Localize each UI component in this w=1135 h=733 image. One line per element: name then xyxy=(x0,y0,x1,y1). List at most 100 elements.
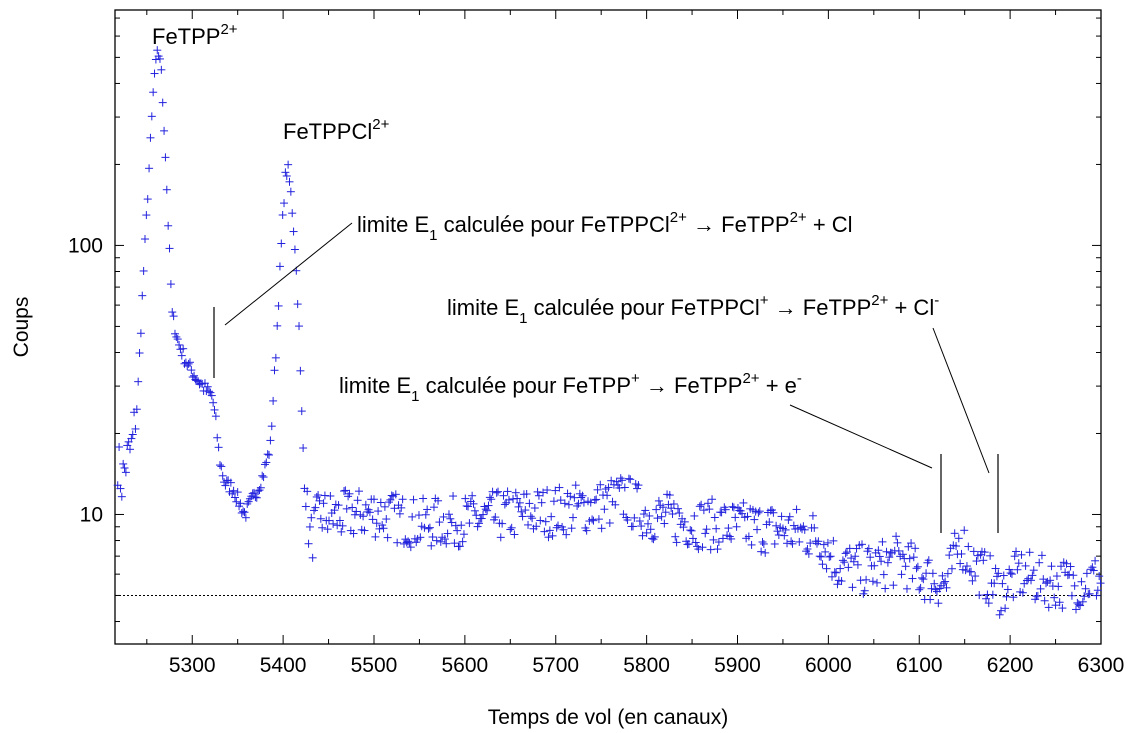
data-point xyxy=(218,471,227,480)
data-point xyxy=(494,487,503,496)
data-point xyxy=(496,533,505,542)
data-point xyxy=(781,525,790,534)
data-point xyxy=(379,524,388,533)
data-point xyxy=(878,537,887,546)
data-point xyxy=(390,504,399,513)
data-point xyxy=(898,550,907,559)
data-point xyxy=(642,528,651,537)
data-point xyxy=(464,502,473,511)
data-point xyxy=(172,332,181,341)
data-point xyxy=(607,476,616,485)
data-point xyxy=(447,518,456,527)
data-point xyxy=(686,526,695,535)
data-point xyxy=(690,511,699,520)
data-point xyxy=(499,491,508,500)
data-point xyxy=(262,458,271,467)
data-point xyxy=(649,535,658,544)
data-point xyxy=(962,562,971,571)
data-point xyxy=(465,519,474,528)
data-point xyxy=(132,405,141,414)
data-point xyxy=(795,537,804,546)
data-point xyxy=(514,502,523,511)
annotation-fetppcl2-limit: limite E1 calculée pour FeTPPCl2+ → FeTP… xyxy=(357,209,853,244)
data-point xyxy=(564,500,573,509)
data-point xyxy=(173,335,182,344)
data-point xyxy=(510,530,519,539)
data-point xyxy=(1096,579,1105,588)
data-point xyxy=(968,576,977,585)
data-point xyxy=(604,483,613,492)
data-point xyxy=(605,519,614,528)
data-point xyxy=(280,199,289,208)
data-point xyxy=(530,504,539,513)
data-point xyxy=(593,485,602,494)
data-point xyxy=(160,126,169,135)
data-point xyxy=(1018,588,1027,597)
data-point xyxy=(1044,603,1053,612)
data-point xyxy=(1012,547,1021,556)
data-point xyxy=(653,514,662,523)
data-point xyxy=(376,498,385,507)
data-point xyxy=(547,512,556,521)
data-point xyxy=(1070,581,1079,590)
data-point xyxy=(368,515,377,524)
data-point xyxy=(483,506,492,515)
data-point xyxy=(239,507,248,516)
data-point xyxy=(1054,582,1063,591)
data-point xyxy=(892,532,901,541)
data-point xyxy=(893,538,902,547)
x-tick-label: 6300 xyxy=(1078,654,1125,677)
data-point xyxy=(165,244,174,253)
data-point xyxy=(301,502,310,511)
data-point xyxy=(372,519,381,528)
data-point xyxy=(1089,566,1098,575)
data-point xyxy=(353,496,362,505)
data-point xyxy=(879,570,888,579)
data-point xyxy=(393,538,402,547)
data-point xyxy=(860,586,869,595)
data-point xyxy=(836,564,845,573)
data-point xyxy=(889,581,898,590)
data-point xyxy=(1082,569,1091,578)
data-point xyxy=(1001,604,1010,613)
data-point xyxy=(273,321,282,330)
data-point xyxy=(532,522,541,531)
data-point xyxy=(473,522,482,531)
data-point xyxy=(236,499,245,508)
data-point xyxy=(545,526,554,535)
data-point xyxy=(808,511,817,520)
data-point xyxy=(823,538,832,547)
data-point xyxy=(474,519,483,528)
data-point xyxy=(229,486,238,495)
data-point xyxy=(586,498,595,507)
data-point xyxy=(789,521,798,530)
data-point xyxy=(397,503,406,512)
data-point xyxy=(727,534,736,543)
data-point xyxy=(185,358,194,367)
data-point xyxy=(702,525,711,534)
data-point xyxy=(434,496,443,505)
data-point xyxy=(544,533,553,542)
data-point xyxy=(533,487,542,496)
data-point xyxy=(916,583,925,592)
data-point xyxy=(1042,579,1051,588)
data-point xyxy=(772,521,781,530)
annotation-fetpp1-limit: limite E1 calculée pour FeTPP+ → FeTPP2+… xyxy=(339,370,802,405)
data-point xyxy=(554,521,563,530)
data-point xyxy=(589,516,598,525)
data-point xyxy=(957,549,966,558)
data-point xyxy=(315,496,324,505)
data-point xyxy=(838,556,847,565)
data-point xyxy=(1062,559,1071,568)
data-point xyxy=(536,516,545,525)
data-point xyxy=(383,533,392,542)
data-point xyxy=(1046,576,1055,585)
data-point xyxy=(982,594,991,603)
data-point xyxy=(911,544,920,553)
x-axis: 5300 5400 5500 5600 5700 5800 5900 6000 6100 6200… xyxy=(146,10,1125,677)
data-point xyxy=(567,524,576,533)
data-point xyxy=(453,526,462,535)
data-point xyxy=(872,578,881,587)
data-point xyxy=(203,382,212,391)
leader-line-3 xyxy=(789,404,933,469)
